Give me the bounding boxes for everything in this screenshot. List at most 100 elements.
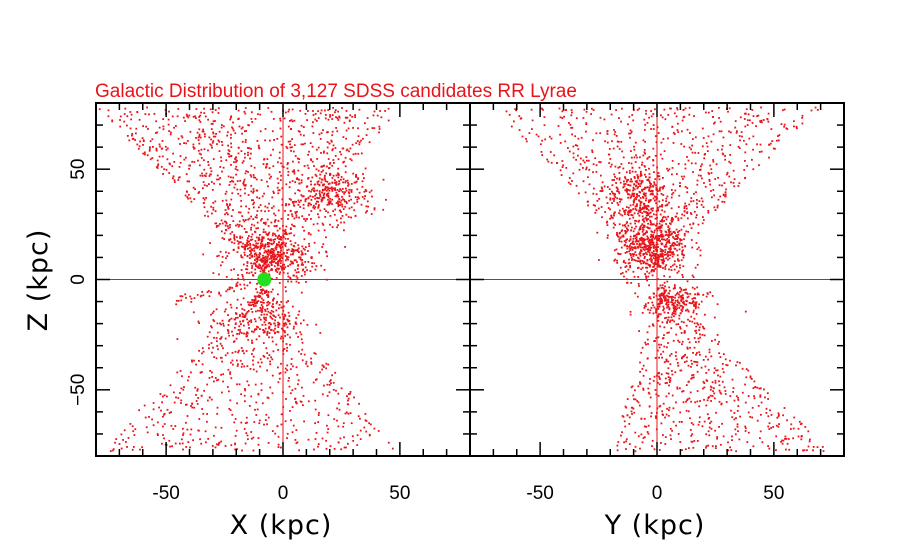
- scatter-point: [314, 194, 316, 197]
- scatter-point: [181, 375, 183, 378]
- scatter-point: [203, 198, 206, 201]
- scatter-point: [252, 190, 255, 193]
- scatter-point: [291, 180, 294, 182]
- scatter-point: [210, 144, 213, 147]
- scatter-point: [180, 438, 183, 441]
- scatter-point: [663, 295, 665, 298]
- scatter-point: [298, 216, 300, 219]
- scatter-point: [320, 171, 323, 173]
- scatter-point: [353, 396, 355, 399]
- scatter-point: [688, 397, 691, 400]
- scatter-point: [567, 181, 570, 184]
- scatter-point: [248, 124, 250, 127]
- scatter-point: [633, 212, 636, 215]
- scatter-point: [300, 338, 303, 341]
- scatter-point: [319, 209, 322, 212]
- scatter-point: [324, 109, 326, 112]
- scatter-point: [767, 120, 770, 123]
- scatter-point: [331, 182, 334, 184]
- scatter-point: [634, 219, 636, 222]
- scatter-point: [208, 347, 210, 350]
- scatter-point: [278, 254, 281, 256]
- scatter-point: [295, 275, 298, 278]
- scatter-point: [643, 165, 646, 167]
- scatter-point: [650, 415, 652, 418]
- scatter-point: [646, 266, 649, 269]
- scatter-point: [676, 307, 679, 310]
- scatter-point: [260, 219, 262, 222]
- scatter-point: [664, 382, 667, 384]
- scatter-point: [255, 310, 257, 313]
- scatter-point: [675, 351, 677, 354]
- scatter-point: [728, 107, 731, 110]
- scatter-point: [588, 168, 591, 171]
- scatter-point: [331, 203, 333, 205]
- scatter-point: [207, 438, 210, 440]
- scatter-point: [312, 204, 315, 207]
- scatter-point: [677, 217, 680, 220]
- scatter-point: [146, 154, 149, 157]
- scatter-point: [652, 262, 655, 265]
- scatter-point: [645, 343, 647, 346]
- scatter-point: [216, 413, 219, 415]
- scatter-point: [326, 131, 328, 134]
- scatter-point: [653, 375, 656, 378]
- scatter-point: [224, 193, 227, 195]
- scatter-point: [357, 196, 359, 199]
- scatter-point: [514, 108, 517, 110]
- scatter-point: [562, 164, 565, 167]
- scatter-point: [638, 285, 640, 287]
- scatter-point: [349, 392, 351, 395]
- scatter-point: [735, 131, 738, 134]
- scatter-point: [661, 253, 663, 256]
- scatter-point: [668, 308, 671, 311]
- scatter-point: [372, 114, 375, 117]
- scatter-point: [233, 235, 236, 238]
- scatter-point: [616, 177, 618, 180]
- scatter-point: [289, 143, 291, 146]
- scatter-point: [637, 186, 640, 188]
- scatter-point: [235, 165, 238, 168]
- scatter-point: [802, 449, 804, 452]
- scatter-point: [315, 323, 318, 326]
- scatter-point: [630, 282, 633, 284]
- scatter-point: [345, 200, 348, 203]
- scatter-point: [243, 365, 246, 368]
- scatter-point: [772, 426, 775, 428]
- scatter-point: [335, 389, 337, 392]
- scatter-point: [673, 312, 675, 315]
- scatter-point: [326, 431, 329, 434]
- scatter-point: [328, 203, 330, 206]
- scatter-point: [579, 163, 582, 166]
- scatter-point: [710, 400, 712, 402]
- scatter-point: [267, 303, 270, 306]
- scatter-point: [638, 242, 641, 245]
- scatter-point: [263, 318, 266, 321]
- scatter-point: [696, 364, 698, 367]
- scatter-point: [232, 363, 234, 366]
- scatter-point: [250, 252, 252, 255]
- scatter-point: [266, 352, 269, 354]
- scatter-point: [650, 233, 653, 236]
- scatter-point: [614, 176, 616, 178]
- scatter-point: [657, 306, 660, 308]
- scatter-point: [698, 351, 701, 354]
- scatter-point: [317, 213, 319, 216]
- scatter-point: [273, 225, 276, 227]
- scatter-point: [149, 140, 152, 143]
- scatter-point: [706, 413, 709, 416]
- scatter-point: [635, 240, 638, 243]
- scatter-point: [340, 221, 342, 224]
- scatter-point: [682, 178, 684, 180]
- scatter-point: [358, 402, 360, 405]
- scatter-point: [633, 227, 636, 230]
- scatter-point: [316, 183, 319, 185]
- scatter-point: [266, 158, 269, 160]
- scatter-point: [652, 128, 655, 130]
- scatter-point: [280, 446, 282, 449]
- scatter-point: [647, 275, 650, 278]
- scatter-point: [223, 310, 226, 313]
- scatter-point: [250, 437, 253, 440]
- scatter-point: [253, 300, 256, 303]
- scatter-point: [575, 158, 577, 161]
